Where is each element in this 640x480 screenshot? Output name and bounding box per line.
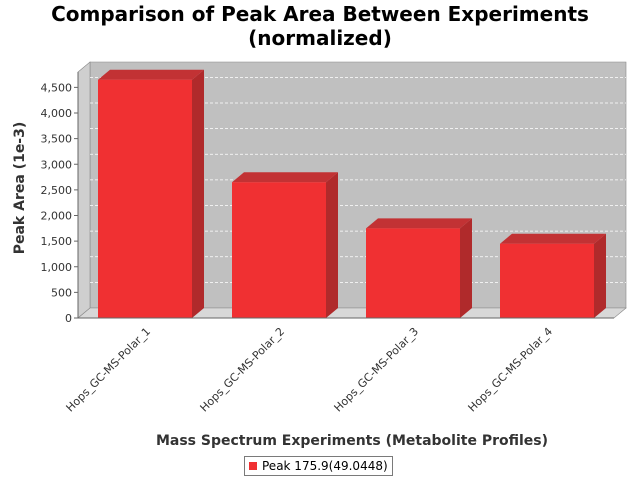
- bar: [98, 69, 204, 318]
- y-tick-label: 2,500: [41, 184, 73, 197]
- bar-front: [500, 243, 594, 318]
- bar-top: [500, 233, 606, 244]
- x-tick-label: Hops_GC-MS-Polar_3: [332, 325, 422, 415]
- x-tick-label: Hops_GC-MS-Polar_2: [198, 325, 288, 415]
- bar-top: [366, 218, 472, 229]
- bar-side: [192, 69, 204, 318]
- bar: [232, 172, 338, 318]
- y-axis-label: Peak Area (1e-3): [12, 122, 28, 255]
- y-tick-label: 4,500: [41, 81, 73, 94]
- y-tick-labels: 0 500 1,000 1,500 2,000 2,500 3,000 3,500 4,000 4…: [41, 81, 73, 325]
- bar-top: [98, 69, 204, 80]
- plot-side-wall: [77, 61, 91, 319]
- x-tick-label: Hops_GC-MS-Polar_4: [466, 325, 556, 415]
- x-tick-labels: Hops_GC-MS-Polar_1 Hops_GC-MS-Polar_2 Hops…: [64, 325, 556, 415]
- y-tick-label: 1,500: [41, 235, 73, 248]
- x-tick-label: Hops_GC-MS-Polar_1: [64, 325, 154, 415]
- bar-top: [232, 172, 338, 183]
- bar-front: [366, 228, 460, 318]
- y-tick-label: 2,000: [41, 210, 73, 223]
- y-tick-label: 500: [51, 286, 72, 299]
- bars: [98, 69, 606, 318]
- y-tick-label: 1,000: [41, 261, 73, 274]
- bar: [366, 218, 472, 318]
- chart-title-line-1: Comparison of Peak Area Between Experime…: [51, 2, 589, 26]
- legend-swatch: [249, 462, 257, 470]
- legend: Peak 175.9(49.0448): [244, 456, 393, 476]
- bar-side: [594, 233, 606, 318]
- x-axis-label: Mass Spectrum Experiments (Metabolite Pr…: [156, 433, 548, 449]
- legend-label: Peak 175.9(49.0448): [262, 459, 388, 473]
- y-tick-label: 4,000: [41, 107, 73, 120]
- axes: [74, 72, 614, 319]
- bar-side: [460, 218, 472, 318]
- y-tick-label: 0: [65, 312, 72, 325]
- chart-title-line-2: (normalized): [248, 26, 392, 50]
- chart-title: Comparison of Peak Area Between Experime…: [0, 2, 640, 50]
- bar: [500, 233, 606, 318]
- bar-front: [232, 182, 326, 318]
- bar-side: [326, 172, 338, 318]
- y-tick-label: 3,000: [41, 158, 73, 171]
- y-tick-label: 3,500: [41, 133, 73, 146]
- bar-front: [98, 79, 192, 318]
